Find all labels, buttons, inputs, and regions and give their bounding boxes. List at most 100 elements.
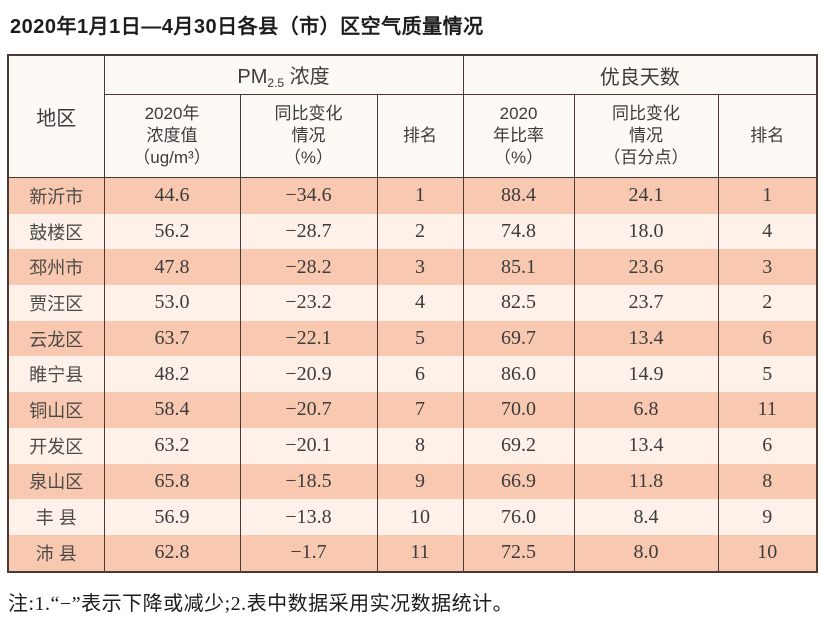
cell-gd-ratio: 66.9 [462,463,575,500]
cell-gd-ratio: 85.1 [462,249,575,286]
cell-gd-rank: 1 [717,177,818,214]
table-row: 睢宁县 48.2 −20.9 6 86.0 14.9 5 [7,356,818,393]
cell-region: 铜山区 [7,392,105,428]
cell-region: 鼓楼区 [7,213,105,250]
cell-pm-rank: 2 [376,213,464,250]
cell-gd-rank: 4 [717,213,818,250]
cell-region: 丰 县 [7,499,105,535]
cell-pm-change: −23.2 [239,285,378,321]
cell-region: 新沂市 [7,177,105,214]
col-group-good-days: 优良天数 [462,55,818,95]
cell-gd-ratio: 82.5 [462,285,575,321]
cell-gd-ratio: 72.5 [462,534,575,572]
cell-gd-ratio: 69.7 [462,320,575,357]
pm25-label-subscript: 2.5 [267,76,285,90]
cell-pm-change: −1.7 [239,534,378,572]
cell-gd-change: 8.4 [573,499,719,535]
col-group-pm25: PM2.5 浓度 [103,55,464,95]
col-header-pm-rank: 排名 [376,94,464,178]
cell-pm-change: −28.7 [239,213,378,250]
cell-gd-rank: 3 [717,249,818,286]
cell-gd-ratio: 88.4 [462,177,575,214]
cell-pm-change: −20.9 [239,356,378,393]
table-row: 沛 县 62.8 −1.7 11 72.5 8.0 10 [7,534,818,572]
table-header: 地区 PM2.5 浓度 优良天数 2020年 浓度值 （ug/m³） 同比变化 … [7,55,818,178]
cell-gd-change: 18.0 [573,213,719,250]
col-header-gd-rank: 排名 [717,94,818,178]
cell-region: 开发区 [7,427,105,464]
table-row: 新沂市 44.6 −34.6 1 88.4 24.1 1 [7,177,818,214]
table-row: 贾汪区 53.0 −23.2 4 82.5 23.7 2 [7,285,818,321]
cell-gd-change: 24.1 [573,177,719,214]
footnote: 注:1.“−”表示下降或减少;2.表中数据采用实况数据统计。 [8,592,514,615]
cell-pm-value: 47.8 [103,249,241,286]
cell-gd-rank: 9 [717,499,818,535]
cell-pm-rank: 4 [376,285,464,321]
cell-pm-change: −20.1 [239,427,378,464]
cell-pm-rank: 11 [376,534,464,572]
cell-gd-ratio: 76.0 [462,499,575,535]
cell-gd-ratio: 74.8 [462,213,575,250]
cell-gd-ratio: 86.0 [462,356,575,393]
cell-region: 云龙区 [7,320,105,357]
cell-pm-change: −20.7 [239,392,378,428]
cell-gd-change: 23.6 [573,249,719,286]
cell-gd-change: 14.9 [573,356,719,393]
col-header-gd-change: 同比变化 情况 （百分点） [573,94,719,178]
pm25-label-suffix: 浓度 [284,66,330,88]
cell-pm-rank: 3 [376,249,464,286]
cell-pm-value: 56.9 [103,499,241,535]
table-body: 新沂市 44.6 −34.6 1 88.4 24.1 1 鼓楼区 56.2 −28.7 2 74.8 1… [7,177,818,572]
cell-gd-change: 13.4 [573,320,719,357]
table-row: 丰 县 56.9 −13.8 10 76.0 8.4 9 [7,499,818,535]
cell-pm-value: 65.8 [103,463,241,500]
cell-pm-value: 63.7 [103,320,241,357]
sub-header-row: 2020年 浓度值 （ug/m³） 同比变化 情况 （%） 排名 2020 年比… [8,94,818,178]
cell-gd-ratio: 70.0 [462,392,575,428]
cell-region: 邳州市 [7,249,105,286]
cell-pm-change: −18.5 [239,463,378,500]
col-header-pm-value: 2020年 浓度值 （ug/m³） [103,94,241,178]
cell-gd-rank: 6 [717,427,818,464]
table-row: 铜山区 58.4 −20.7 7 70.0 6.8 11 [7,392,818,428]
pm25-label-prefix: PM [237,66,268,88]
cell-pm-change: −13.8 [239,499,378,535]
cell-gd-rank: 6 [717,320,818,357]
cell-pm-change: −22.1 [239,320,378,357]
cell-pm-rank: 7 [376,392,464,428]
cell-gd-rank: 5 [717,356,818,393]
table-row: 开发区 63.2 −20.1 8 69.2 13.4 6 [7,427,818,464]
cell-pm-rank: 10 [376,499,464,535]
cell-gd-change: 23.7 [573,285,719,321]
cell-gd-change: 11.8 [573,463,719,500]
cell-region: 贾汪区 [7,285,105,321]
cell-pm-rank: 5 [376,320,464,357]
cell-gd-change: 13.4 [573,427,719,464]
cell-pm-value: 56.2 [103,213,241,250]
cell-gd-change: 8.0 [573,534,719,572]
col-header-gd-ratio: 2020 年比率 （%） [462,94,575,178]
table-row: 泉山区 65.8 −18.5 9 66.9 11.8 8 [7,463,818,500]
cell-pm-value: 53.0 [103,285,241,321]
col-header-region: 地区 [7,55,105,178]
col-header-pm-change: 同比变化 情况 （%） [239,94,378,178]
cell-pm-rank: 1 [376,177,464,214]
page-title: 2020年1月1日—4月30日各县（市）区空气质量情况 [10,16,484,38]
table-row: 邳州市 47.8 −28.2 3 85.1 23.6 3 [7,249,818,286]
cell-pm-value: 48.2 [103,356,241,393]
table-row: 云龙区 63.7 −22.1 5 69.7 13.4 6 [7,320,818,357]
cell-region: 泉山区 [7,463,105,500]
cell-gd-rank: 10 [717,534,818,572]
cell-region: 沛 县 [7,534,105,572]
table-row: 鼓楼区 56.2 −28.7 2 74.8 18.0 4 [7,213,818,250]
air-quality-table: 地区 PM2.5 浓度 优良天数 2020年 浓度值 （ug/m³） 同比变化 … [7,54,819,573]
cell-gd-rank: 11 [717,392,818,428]
cell-pm-change: −28.2 [239,249,378,286]
cell-region: 睢宁县 [7,356,105,393]
cell-gd-change: 6.8 [573,392,719,428]
cell-pm-change: −34.6 [239,177,378,214]
cell-pm-value: 58.4 [103,392,241,428]
cell-gd-rank: 2 [717,285,818,321]
cell-gd-rank: 8 [717,463,818,500]
